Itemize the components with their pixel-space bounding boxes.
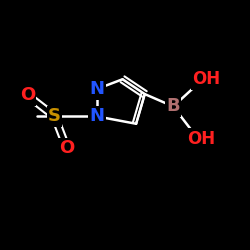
Text: B: B <box>166 98 180 116</box>
Text: O: O <box>20 86 35 104</box>
Text: OH: OH <box>192 70 221 88</box>
Text: OH: OH <box>188 130 216 148</box>
Text: O: O <box>59 140 74 158</box>
Text: N: N <box>89 107 104 125</box>
Text: S: S <box>48 107 61 125</box>
Text: N: N <box>89 80 104 98</box>
